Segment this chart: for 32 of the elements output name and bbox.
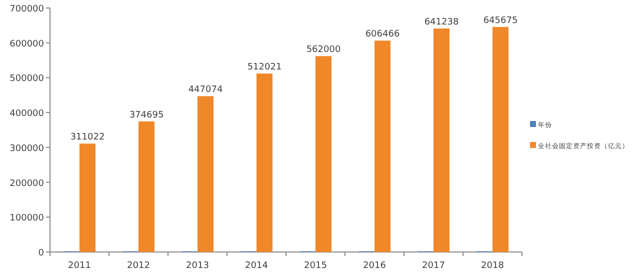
bar: [138, 121, 154, 252]
y-tick-label: 0: [38, 248, 44, 258]
bar: [316, 56, 332, 252]
y-tick-label: 400000: [10, 109, 44, 120]
bar: [80, 144, 96, 252]
y-tick-label: 600000: [10, 39, 44, 50]
y-tick-label: 700000: [10, 4, 44, 14]
y-tick-label: 100000: [10, 214, 44, 224]
bar: [374, 40, 390, 252]
bar: [256, 74, 272, 252]
bar: [198, 96, 214, 252]
data-label: 641238: [424, 17, 459, 28]
x-tick-label: 2012: [127, 261, 150, 271]
y-tick-label: 300000: [10, 144, 44, 154]
bar: [492, 26, 508, 252]
x-tick-label: 2014: [245, 261, 268, 271]
x-tick-label: 2016: [363, 261, 386, 271]
data-label: 311022: [70, 132, 105, 143]
bar: [434, 28, 450, 252]
data-label: 374695: [129, 110, 164, 120]
y-tick-label: 200000: [10, 178, 44, 189]
y-tick-label: 500000: [10, 74, 44, 84]
x-tick-label: 2013: [186, 261, 209, 271]
data-label: 645675: [483, 16, 518, 26]
x-tick-label: 2011: [68, 261, 91, 271]
x-tick-label: 2017: [422, 261, 445, 271]
x-tick-label: 2018: [481, 261, 504, 271]
x-tick-label: 2015: [304, 261, 327, 271]
data-label: 562000: [306, 45, 341, 56]
data-label: 447074: [188, 85, 223, 96]
data-label: 606466: [365, 30, 400, 40]
data-label: 512021: [247, 62, 282, 73]
